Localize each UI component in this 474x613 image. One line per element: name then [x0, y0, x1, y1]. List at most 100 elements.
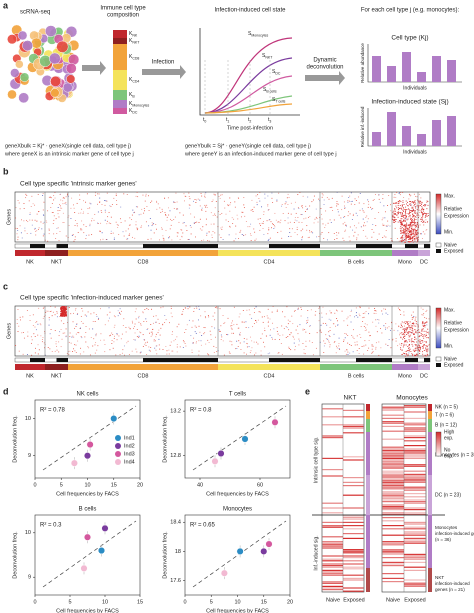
heatmap-cell — [113, 335, 115, 337]
heatmap-cell — [382, 223, 384, 225]
heatmap-row — [382, 462, 404, 464]
heatmap-cell — [194, 325, 196, 327]
heatmap-cell — [309, 231, 311, 233]
heatmap-cell — [266, 315, 268, 317]
heatmap-cell — [149, 350, 151, 352]
heatmap-cell — [378, 194, 380, 196]
heatmap-cell — [418, 193, 420, 195]
heatmap-cell — [420, 220, 422, 222]
heatmap-cell — [71, 234, 73, 236]
heatmap-cell — [250, 350, 252, 352]
heatmap-cell — [367, 201, 369, 203]
heatmap-cell — [29, 214, 31, 215]
heatmap-cell — [245, 327, 247, 328]
heatmap-cell — [206, 207, 208, 208]
heatmap-cell — [412, 323, 414, 324]
heatmap-cell — [318, 308, 320, 309]
heatmap-cell — [207, 240, 209, 242]
heatmap-cell — [338, 343, 340, 344]
heatmap-cell — [293, 338, 295, 340]
heatmap-cell — [136, 192, 138, 193]
heatmap-cell — [425, 204, 427, 206]
heatmap-cell — [426, 332, 428, 333]
heatmap-cell — [29, 320, 31, 321]
heatmap-cell — [210, 212, 212, 214]
heatmap-cell — [88, 347, 90, 349]
panel-label: c — [3, 281, 8, 291]
heatmap-cell — [363, 326, 365, 327]
heatmap-cell — [74, 220, 76, 221]
heatmap-cell — [368, 331, 370, 333]
heatmap-cell — [22, 353, 24, 355]
heatmap-row — [382, 494, 404, 496]
heatmap-cell — [36, 213, 38, 215]
heatmap-row — [404, 541, 426, 543]
heatmap-cell — [425, 348, 427, 350]
heatmap-row — [382, 565, 404, 567]
heatmap-cell — [155, 349, 157, 351]
heatmap-cell — [255, 238, 257, 240]
heatmap-cell — [293, 311, 295, 312]
label: scRNA-seq — [20, 10, 50, 16]
sub-label: SMonocytes — [248, 31, 269, 37]
heatmap-cell — [409, 215, 411, 217]
heatmap-cell — [158, 322, 160, 324]
heatmap-cell — [19, 225, 21, 227]
heatmap-cell — [85, 326, 87, 327]
heatmap-cell — [229, 340, 231, 342]
heatmap-cell — [181, 236, 183, 238]
heatmap-cell — [378, 319, 380, 321]
heatmap-cell — [316, 332, 318, 334]
heatmap-cell — [116, 334, 118, 336]
heatmap-cell — [301, 221, 303, 223]
heatmap-cell — [191, 326, 193, 328]
heatmap-cell — [18, 325, 20, 327]
heatmap-cell — [47, 240, 49, 242]
heatmap-cell — [400, 237, 402, 239]
cell — [18, 92, 30, 104]
subscript: B cells — [266, 89, 277, 93]
heatmap-cell — [122, 325, 124, 326]
label: Expression — [444, 213, 469, 219]
heatmap-cell — [428, 333, 430, 335]
heatmap-cell — [140, 324, 142, 326]
heatmap-cell — [407, 333, 409, 335]
subscript: NKT — [265, 55, 273, 59]
heatmap-cell — [402, 192, 404, 193]
heatmap-cell — [171, 220, 173, 221]
heatmap-cell — [189, 204, 191, 206]
heatmap-cell — [357, 234, 359, 236]
heatmap-cell — [404, 239, 406, 241]
heatmap-row — [404, 513, 426, 515]
heatmap-cell — [193, 223, 195, 224]
heatmap-cell — [262, 321, 264, 323]
heatmap-cell — [290, 349, 292, 351]
heatmap-cell — [411, 225, 413, 227]
heatmap-row — [382, 581, 404, 583]
heatmap-row — [322, 565, 343, 567]
heatmap-cell — [81, 308, 83, 309]
heatmap-cell — [267, 317, 269, 319]
heatmap-cell — [423, 334, 425, 336]
heatmap-cell — [374, 194, 376, 195]
label: Exposed — [444, 362, 464, 368]
heatmap-cell — [316, 236, 318, 238]
main: K — [129, 108, 133, 114]
heatmap-cell — [421, 208, 423, 210]
heatmap-cell — [92, 328, 94, 330]
heatmap-cell — [107, 216, 109, 218]
heatmap-cell — [328, 331, 330, 333]
heatmap-cell — [305, 205, 307, 207]
label: R² = 0.8 — [190, 408, 212, 414]
heatmap-cell — [390, 347, 392, 349]
heatmap-cell — [285, 201, 287, 202]
heatmap-cell — [176, 346, 178, 348]
heatmap-cell — [366, 237, 368, 239]
heatmap-cell — [233, 306, 235, 308]
heatmap-cell — [374, 308, 376, 309]
heatmap-cell — [193, 310, 195, 312]
heatmap-cell — [285, 202, 287, 204]
heatmap-cell — [277, 333, 279, 335]
heatmap-cell — [343, 201, 345, 203]
heatmap-cell — [245, 221, 247, 222]
